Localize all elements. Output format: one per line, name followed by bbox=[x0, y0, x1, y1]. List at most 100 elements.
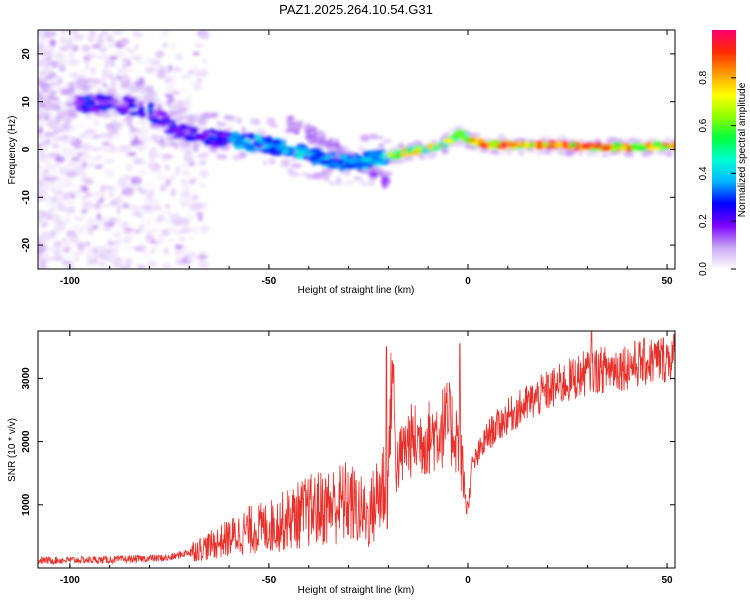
heatmap-cell bbox=[92, 224, 99, 231]
heatmap-cell bbox=[180, 178, 186, 183]
heatmap-cell bbox=[161, 159, 166, 164]
heatmap-cell bbox=[38, 118, 46, 127]
heatmap-cell bbox=[172, 66, 182, 73]
heatmap-cell bbox=[59, 64, 66, 73]
heatmap-cell bbox=[209, 142, 216, 148]
heatmap-cell bbox=[103, 185, 115, 190]
heatmap-cell bbox=[191, 68, 202, 74]
heatmap-cell bbox=[285, 128, 295, 134]
heatmap-cell bbox=[600, 145, 612, 152]
heatmap-cell bbox=[610, 146, 620, 152]
heatmap-cell bbox=[308, 156, 320, 162]
heatmap-cell bbox=[40, 235, 50, 243]
heatmap-cell bbox=[83, 178, 94, 185]
heatmap-cell bbox=[327, 163, 337, 170]
heatmap-cell bbox=[334, 138, 340, 144]
heatmap-cell bbox=[38, 39, 48, 49]
heatmap-cell bbox=[145, 234, 152, 243]
heatmap-cell bbox=[65, 82, 70, 90]
heatmap-cell bbox=[160, 100, 167, 109]
heatmap-cell bbox=[196, 134, 205, 142]
heatmap-cell bbox=[609, 151, 618, 156]
x-tick-label: -50 bbox=[262, 276, 277, 287]
heatmap-cell bbox=[190, 177, 200, 182]
heatmap-cell bbox=[102, 142, 110, 146]
heatmap-cell bbox=[55, 255, 65, 261]
heatmap-cell bbox=[68, 162, 79, 166]
heatmap-cell bbox=[85, 100, 97, 106]
heatmap-cell bbox=[38, 34, 44, 39]
heatmap-cell bbox=[181, 171, 192, 177]
heatmap-cell bbox=[99, 197, 105, 203]
heatmap-cell bbox=[489, 150, 499, 155]
heatmap-cell bbox=[157, 172, 168, 182]
heatmap-cell bbox=[51, 215, 62, 223]
heatmap-cell bbox=[503, 136, 508, 141]
heatmap-cell bbox=[47, 266, 53, 269]
heatmap-cell bbox=[48, 212, 54, 216]
heatmap-cell bbox=[441, 146, 448, 155]
heatmap-cell bbox=[134, 44, 140, 49]
heatmap-cell bbox=[82, 94, 92, 102]
heatmap-cell bbox=[81, 44, 91, 53]
heatmap-cell bbox=[81, 104, 87, 111]
heatmap-cell bbox=[63, 193, 69, 201]
heatmap-cell bbox=[154, 63, 160, 73]
heatmap-cell bbox=[72, 70, 79, 77]
heatmap-cell bbox=[155, 50, 165, 58]
heatmap-cell bbox=[249, 120, 261, 125]
heatmap-cell bbox=[113, 50, 123, 58]
heatmap-cell bbox=[497, 151, 506, 155]
heatmap-cell bbox=[311, 147, 321, 154]
heatmap-cell bbox=[90, 67, 96, 75]
heatmap-cell bbox=[80, 208, 88, 214]
heatmap-cell bbox=[141, 218, 146, 224]
heatmap-cell bbox=[164, 68, 171, 76]
heatmap-cell bbox=[138, 224, 145, 232]
heatmap-cell bbox=[38, 248, 44, 254]
heatmap-cell bbox=[59, 45, 69, 52]
heatmap-cell bbox=[552, 141, 558, 148]
heatmap-cell bbox=[192, 225, 199, 234]
heatmap-cell bbox=[592, 143, 600, 148]
colorbar-bar bbox=[712, 30, 736, 269]
heatmap-cell bbox=[100, 47, 108, 52]
heatmap-cell bbox=[62, 182, 75, 187]
heatmap-cell bbox=[102, 226, 113, 232]
heatmap-cell bbox=[93, 119, 100, 127]
heatmap-cell bbox=[308, 139, 321, 143]
heatmap-cell bbox=[174, 166, 181, 176]
heatmap-cell bbox=[38, 152, 42, 159]
heatmap-cell bbox=[98, 145, 105, 151]
heatmap-cell bbox=[143, 180, 155, 189]
heatmap-cell bbox=[49, 39, 57, 47]
heatmap-cell bbox=[116, 205, 121, 215]
heatmap-cell bbox=[38, 157, 44, 163]
heatmap-cell bbox=[38, 163, 41, 170]
heatmap-cell bbox=[264, 144, 271, 149]
heatmap-cell bbox=[95, 112, 100, 117]
snr-ylabel: SNR (10 * v/v) bbox=[7, 418, 18, 482]
heatmap-cell bbox=[210, 112, 219, 118]
heatmap-cell bbox=[166, 75, 177, 81]
heatmap-cell bbox=[153, 240, 160, 248]
heatmap-cell bbox=[187, 236, 195, 241]
heatmap-cell bbox=[111, 117, 119, 123]
heatmap-cell bbox=[159, 136, 165, 144]
heatmap-cell bbox=[353, 176, 363, 181]
heatmap-cell bbox=[126, 121, 133, 127]
heatmap-cell bbox=[578, 150, 583, 156]
heatmap-cell bbox=[97, 99, 108, 105]
heatmap-cell bbox=[214, 136, 224, 142]
y-tick-label: 0 bbox=[21, 146, 32, 152]
heatmap-cell bbox=[86, 217, 95, 227]
heatmap-cell bbox=[176, 115, 188, 121]
heatmap-cell bbox=[102, 82, 107, 88]
heatmap-cell bbox=[40, 100, 46, 105]
heatmap-cell bbox=[47, 152, 59, 158]
heatmap-cell bbox=[38, 260, 47, 268]
heatmap-cell bbox=[67, 206, 74, 211]
heatmap-cell bbox=[104, 159, 116, 163]
heatmap-cell bbox=[54, 52, 64, 61]
heatmap-cell bbox=[130, 205, 142, 210]
